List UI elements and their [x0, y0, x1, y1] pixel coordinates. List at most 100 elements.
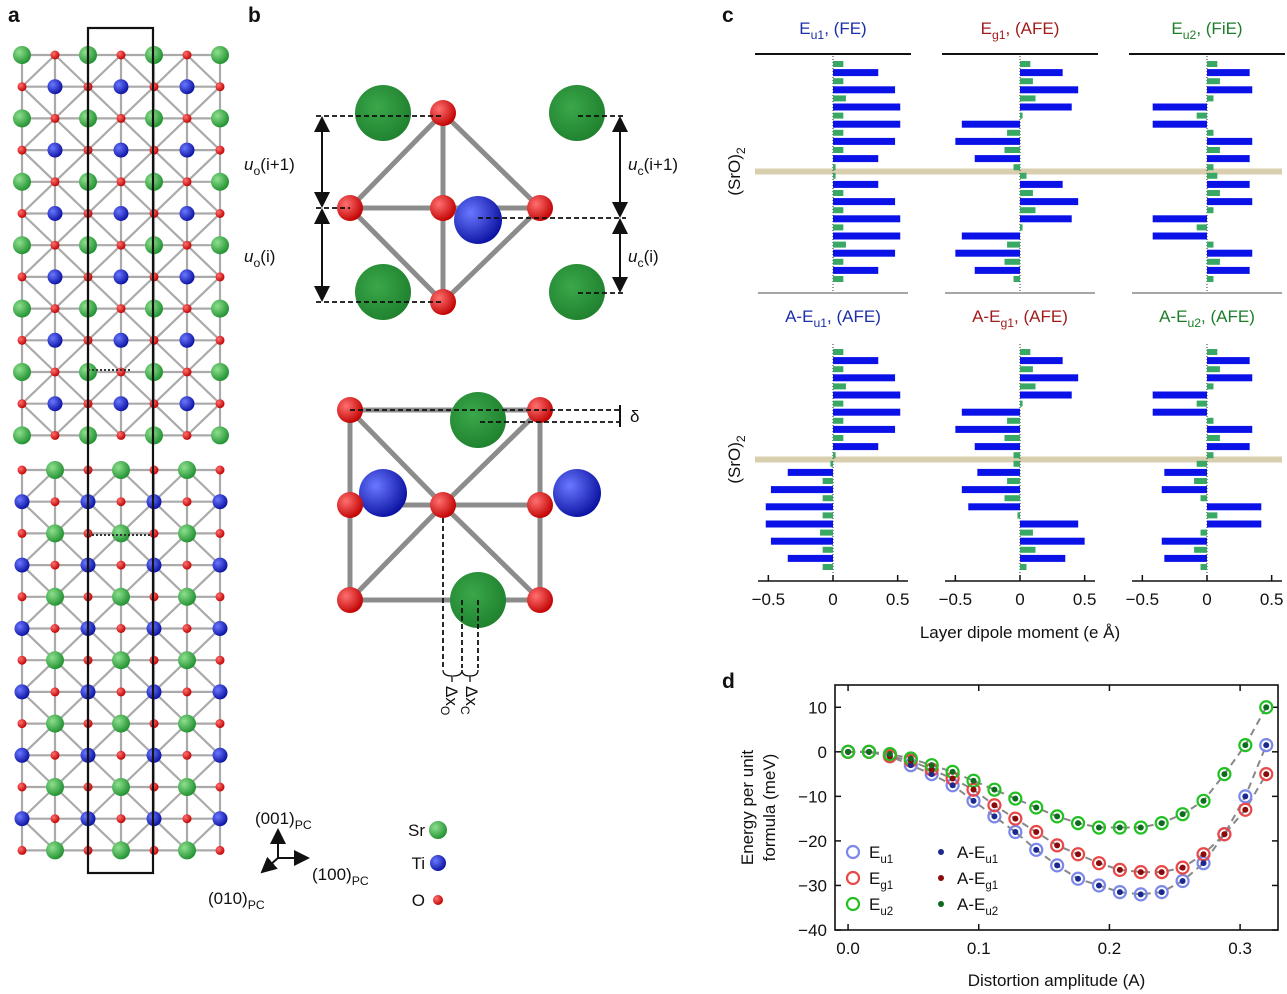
chart-title-main: A-E: [972, 307, 1000, 326]
blue-bar: [1020, 104, 1072, 111]
u-label-rest: (i): [260, 247, 275, 266]
chart-title: A-Eg1, (AFE): [972, 307, 1068, 330]
blue-bar: [833, 233, 900, 240]
blue-bar: [766, 521, 833, 528]
filled-marker: [950, 769, 956, 775]
green-bar: [1197, 461, 1207, 467]
green-bar: [833, 95, 846, 101]
atom-o: [216, 783, 225, 792]
atom-sr: [13, 236, 31, 254]
x-tick-label: 0.1: [967, 939, 991, 958]
green-bar: [1207, 95, 1213, 101]
green-bar: [1201, 564, 1207, 570]
filled-marker: [1221, 831, 1227, 837]
green-bar: [1020, 190, 1033, 196]
x-tick-label: 0.5: [1073, 590, 1097, 609]
y-label-main: (SrO): [725, 154, 744, 196]
blue-bar: [833, 267, 878, 274]
atom-o: [216, 466, 225, 475]
x-tick-label: −0.5: [939, 590, 973, 609]
green-bar: [1207, 259, 1220, 265]
blue-bar: [833, 69, 878, 76]
green-bar: [833, 190, 843, 196]
green-bar: [1207, 173, 1217, 179]
atom-o: [51, 304, 60, 313]
panel-label: d: [722, 670, 735, 693]
blue-bar: [1207, 138, 1252, 145]
atom-o: [117, 497, 126, 506]
chart-title-main: E: [799, 19, 810, 38]
atom-o: [183, 814, 192, 823]
panel-d: 0.00.10.20.3100−10−20−30−40Distortion am…: [738, 685, 1278, 990]
chart-title-main: E: [1171, 19, 1182, 38]
atom-sr: [211, 426, 229, 444]
blue-bar: [771, 538, 833, 545]
blue-bar: [833, 181, 878, 188]
x-tick-label: 0.3: [1228, 939, 1252, 958]
blue-bar: [1020, 521, 1078, 528]
green-bar: [1020, 61, 1030, 67]
filled-marker: [1159, 889, 1165, 895]
blue-bar: [1153, 409, 1207, 416]
green-bar: [833, 366, 843, 372]
atom-o: [18, 783, 27, 792]
u-label: uc(i+1): [628, 155, 678, 178]
green-bar: [1020, 366, 1033, 372]
filled-marker: [1054, 813, 1060, 819]
y-label: (SrO)2: [725, 147, 748, 196]
chart-title: Eu1, (FE): [799, 19, 866, 42]
legend-label-main: A-E: [957, 869, 985, 888]
atom-o: [183, 177, 192, 186]
legend-label-sub: g1: [880, 880, 893, 892]
atom-o: [183, 624, 192, 633]
atom-sr: [178, 715, 196, 733]
atom-o: [18, 272, 27, 281]
chart-title: A-Eu2, (AFE): [1159, 307, 1255, 330]
filled-marker: [1012, 829, 1018, 835]
atom-o: [18, 209, 27, 218]
filled-marker: [1242, 793, 1248, 799]
green-bar: [1020, 564, 1026, 570]
atom-key: [433, 895, 443, 905]
blue-bar: [977, 469, 1020, 476]
atom-o: [183, 304, 192, 313]
green-bar: [1004, 259, 1020, 265]
green-bar: [823, 547, 833, 553]
atom-ti: [180, 143, 195, 158]
green-bar: [833, 276, 843, 282]
blue-bar: [1207, 155, 1250, 162]
atom-ti: [180, 206, 195, 221]
filled-marker: [866, 749, 872, 755]
green-bar: [1194, 547, 1207, 553]
x-tick-label: −0.5: [752, 590, 786, 609]
x-tick-label: 0.2: [1098, 939, 1122, 958]
green-bar: [1207, 276, 1213, 282]
green-bar: [1207, 383, 1213, 389]
chart-title-sub: u1: [811, 28, 825, 42]
filled-marker: [1054, 862, 1060, 868]
atom-sr: [46, 588, 64, 606]
green-bar: [823, 478, 833, 484]
atom-ti: [213, 494, 228, 509]
legend-label: A-Eg1: [957, 869, 998, 892]
atom-o: [183, 51, 192, 60]
legend-label: Eg1: [869, 869, 893, 892]
filled-marker: [971, 778, 977, 784]
atom-o: [51, 497, 60, 506]
y-label: (SrO)2: [725, 435, 748, 484]
green-bar: [823, 512, 833, 518]
green-bar: [1207, 78, 1220, 84]
atom-o: [183, 114, 192, 123]
filled-marker: [991, 802, 997, 808]
atom-o: [183, 497, 192, 506]
atom-o: [183, 241, 192, 250]
legend-label-sub: g1: [985, 880, 998, 892]
legend-label-sub: u2: [985, 906, 998, 918]
filled-marker: [1242, 807, 1248, 813]
green-bar: [1014, 461, 1020, 467]
atom-o: [51, 368, 60, 377]
y-tick-label: −20: [798, 832, 827, 851]
filled-marker: [929, 762, 935, 768]
atom-sr: [46, 461, 64, 479]
atom-sr: [13, 363, 31, 381]
